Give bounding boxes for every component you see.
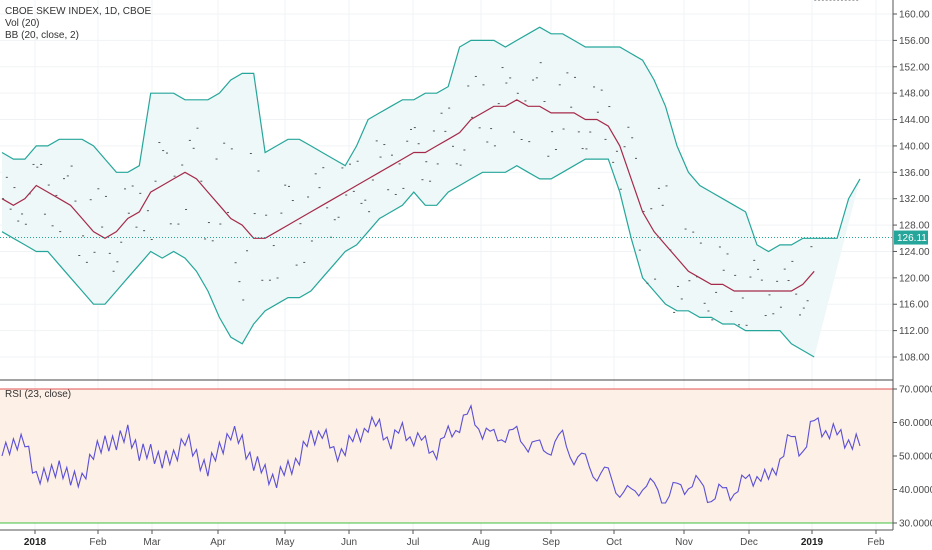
vol-legend: Vol (20) xyxy=(5,18,40,29)
y-tick-label: 120.00 xyxy=(899,273,930,284)
rsi-y-tick-label: 30.0000 xyxy=(899,519,932,530)
y-tick-label: 152.00 xyxy=(899,62,930,73)
y-tick-label: 116.00 xyxy=(899,300,929,311)
bb-lower-line[interactable] xyxy=(1,158,815,358)
price-badge-label: 126.11 xyxy=(897,233,927,244)
bb-upper-line[interactable] xyxy=(1,26,861,253)
y-tick-label: 112.00 xyxy=(899,326,929,337)
symbol-legend[interactable]: CBOE SKEW INDEX, 1D, CBOE Vol (20) BB (2… xyxy=(5,6,151,42)
y-tick-label: 156.00 xyxy=(899,36,930,47)
x-tick-label: Aug xyxy=(472,537,490,548)
x-tick-label: Feb xyxy=(89,537,107,548)
x-tick-label: Sep xyxy=(542,537,560,548)
x-tick-label: May xyxy=(276,537,295,548)
rsi-title: RSI (23, close) xyxy=(5,389,72,400)
y-tick-label: 144.00 xyxy=(899,115,930,126)
rsi-line[interactable] xyxy=(1,404,861,504)
price-badge xyxy=(894,230,928,245)
x-tick-label: Mar xyxy=(143,537,161,548)
symbol-title: CBOE SKEW INDEX, 1D, CBOE xyxy=(5,6,152,17)
y-tick-label: 128.00 xyxy=(899,221,930,232)
y-tick-label: 124.00 xyxy=(899,247,930,258)
y-tick-label: 160.00 xyxy=(899,10,930,21)
x-tick-label: Dec xyxy=(740,537,758,548)
x-tick-label: Feb xyxy=(867,537,885,548)
rsi-y-tick-label: 70.0000 xyxy=(899,385,932,396)
bb-legend: BB (20, close, 2) xyxy=(5,30,79,41)
rsi-pane[interactable] xyxy=(0,388,893,524)
y-tick-label: 132.00 xyxy=(899,194,930,205)
bb-fill xyxy=(2,27,860,357)
x-tick-label: Apr xyxy=(210,537,226,548)
price-axis-bg xyxy=(893,0,932,550)
y-tick-label: 148.00 xyxy=(899,89,930,100)
bb-basis-line[interactable] xyxy=(1,99,815,292)
x-tick-label: 2018 xyxy=(24,537,47,548)
x-tick-label: Jul xyxy=(407,537,420,548)
x-tick-label: Oct xyxy=(606,537,622,548)
price-pane[interactable] xyxy=(0,0,893,358)
y-tick-label: 136.00 xyxy=(899,168,930,179)
rsi-y-tick-label: 60.0000 xyxy=(899,418,932,429)
rsi-y-tick-label: 40.0000 xyxy=(899,485,932,496)
rsi-legend[interactable]: RSI (23, close) xyxy=(5,389,71,401)
y-tick-label: 108.00 xyxy=(899,353,930,364)
rsi-band-fill xyxy=(0,389,893,523)
x-tick-label: Nov xyxy=(675,537,693,548)
rsi-y-tick-label: 50.0000 xyxy=(899,452,932,463)
x-tick-label: 2019 xyxy=(801,537,824,548)
y-tick-label: 140.00 xyxy=(899,141,930,152)
x-tick-label: Jun xyxy=(341,537,357,548)
